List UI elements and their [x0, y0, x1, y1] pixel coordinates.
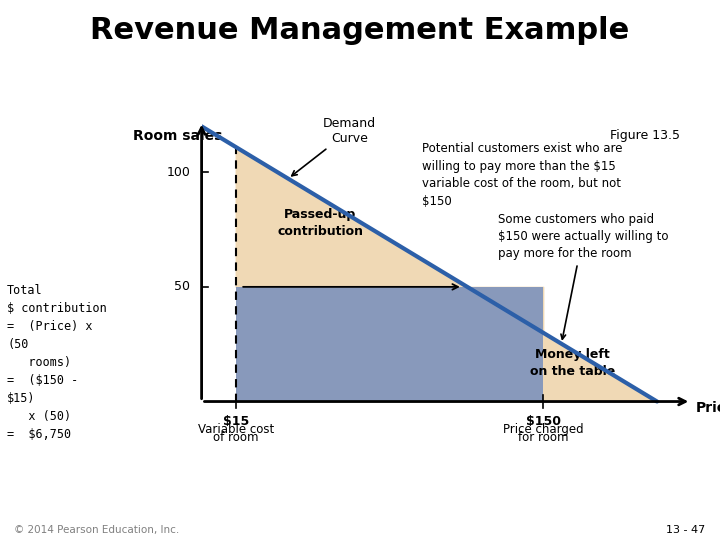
Text: Revenue Management Example: Revenue Management Example — [91, 16, 629, 45]
Text: Potential customers exist who are
willing to pay more than the $15
variable cost: Potential customers exist who are willin… — [423, 143, 623, 208]
Bar — [235, 287, 543, 402]
Text: Room sales: Room sales — [133, 129, 222, 143]
Text: © 2014 Pearson Education, Inc.: © 2014 Pearson Education, Inc. — [14, 524, 180, 535]
Text: Price: Price — [696, 401, 720, 415]
Text: Variable cost: Variable cost — [197, 423, 274, 436]
Text: 100: 100 — [166, 166, 190, 179]
Text: $150: $150 — [526, 415, 561, 428]
Text: Money left
on the table: Money left on the table — [530, 348, 616, 377]
Text: Passed-up
contribution: Passed-up contribution — [277, 208, 363, 238]
Text: Total
$ contribution
=  (Price) x
(50
   rooms)
=  ($150 -
$15)
   x (50)
=  $6,: Total $ contribution = (Price) x (50 roo… — [7, 284, 107, 441]
Text: Price charged: Price charged — [503, 423, 583, 436]
Text: of room: of room — [213, 431, 258, 444]
Text: Some customers who paid
$150 were actually willing to
pay more for the room: Some customers who paid $150 were actual… — [498, 213, 668, 339]
Text: 13 - 47: 13 - 47 — [666, 524, 706, 535]
Text: Figure 13.5: Figure 13.5 — [610, 129, 680, 141]
Text: 50: 50 — [174, 280, 190, 293]
Text: Demand
Curve: Demand Curve — [292, 117, 376, 176]
Text: $15: $15 — [222, 415, 249, 428]
Text: for room: for room — [518, 431, 568, 444]
